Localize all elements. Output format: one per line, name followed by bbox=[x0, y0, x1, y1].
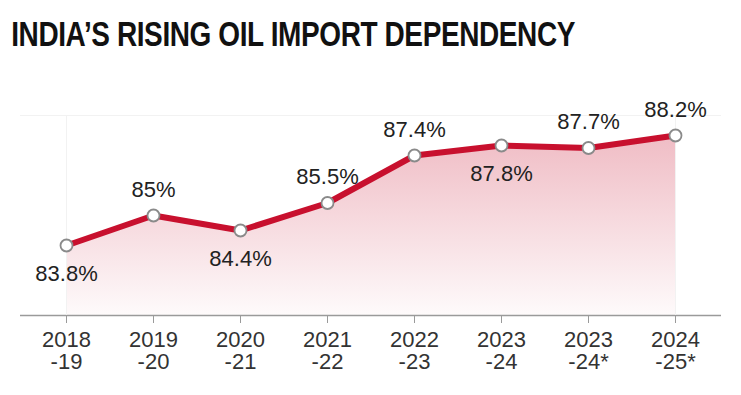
svg-text:2020-21: 2020-21 bbox=[216, 327, 265, 374]
svg-text:2021-22: 2021-22 bbox=[303, 327, 352, 374]
svg-text:2023-24: 2023-24 bbox=[477, 327, 526, 374]
svg-text:85%: 85% bbox=[131, 177, 175, 202]
svg-text:87.7%: 87.7% bbox=[557, 109, 619, 134]
svg-text:2018-19: 2018-19 bbox=[42, 327, 91, 374]
svg-text:2019-20: 2019-20 bbox=[129, 327, 178, 374]
svg-text:83.8%: 83.8% bbox=[35, 261, 97, 286]
svg-text:2023-24*: 2023-24* bbox=[564, 327, 613, 374]
html-text:INDIA’S RISING OIL IMPORT DEPE: INDIA’S RISING OIL IMPORT DEPENDENCY bbox=[11, 14, 575, 53]
svg-text:87.4%: 87.4% bbox=[383, 117, 445, 142]
svg-text:84.4%: 84.4% bbox=[209, 246, 271, 271]
svg-text:87.8%: 87.8% bbox=[470, 161, 532, 186]
svg-text:2024-25*: 2024-25* bbox=[651, 327, 700, 374]
svg-text:85.5%: 85.5% bbox=[296, 164, 358, 189]
svg-text:88.2%: 88.2% bbox=[644, 97, 706, 122]
svg-text:2022-23: 2022-23 bbox=[390, 327, 439, 374]
